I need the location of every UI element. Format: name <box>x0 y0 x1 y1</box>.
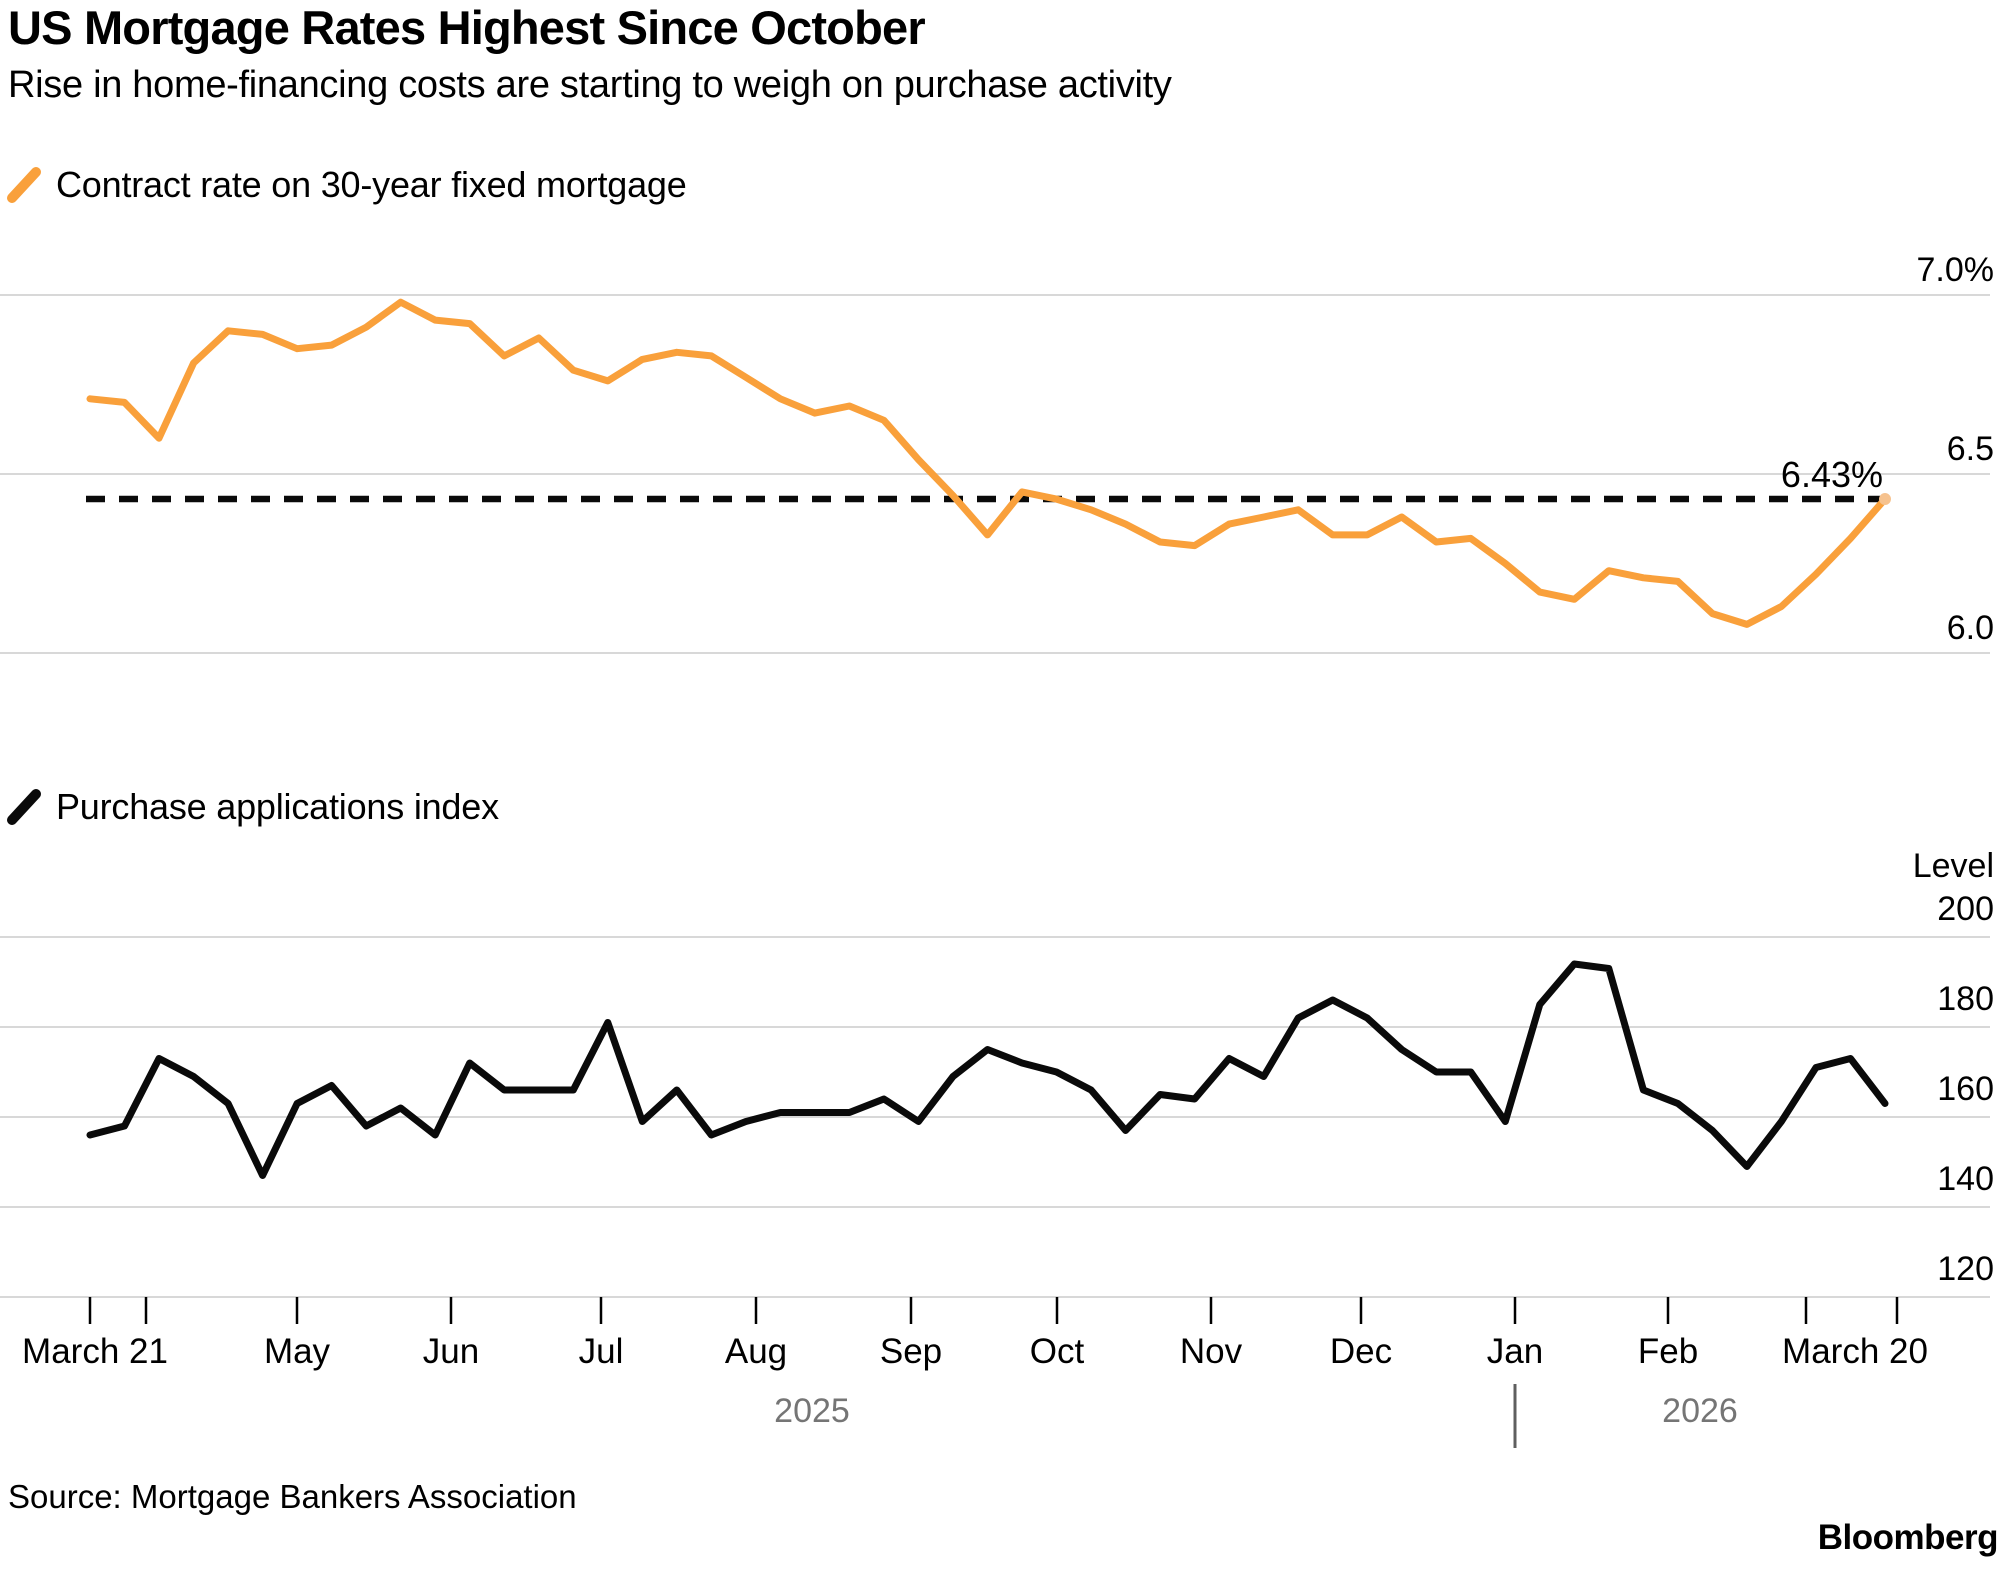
svg-text:180: 180 <box>1937 980 1994 1018</box>
svg-text:March 20: March 20 <box>1782 1332 1928 1371</box>
legend-purchase-index: Purchase applications index <box>6 786 499 828</box>
svg-text:Dec: Dec <box>1330 1332 1392 1371</box>
svg-text:Level: Level <box>1913 847 1994 885</box>
bloomberg-logo: Bloomberg <box>1817 1518 1999 1557</box>
page-subtitle: Rise in home-financing costs are startin… <box>8 64 1172 106</box>
legend-contract-rate-label: Contract rate on 30-year fixed mortgage <box>56 164 687 205</box>
svg-text:Oct: Oct <box>1030 1332 1085 1371</box>
svg-text:160: 160 <box>1937 1070 1994 1108</box>
svg-text:Aug: Aug <box>725 1332 787 1371</box>
svg-text:Nov: Nov <box>1180 1332 1243 1371</box>
svg-text:7.0%: 7.0% <box>1917 251 1995 289</box>
legend-contract-rate: Contract rate on 30-year fixed mortgage <box>6 164 687 206</box>
svg-text:2026: 2026 <box>1662 1392 1738 1430</box>
source-credit: Source: Mortgage Bankers Association <box>8 1478 577 1515</box>
svg-text:6.5: 6.5 <box>1947 430 1994 468</box>
svg-text:6.0: 6.0 <box>1947 609 1994 647</box>
svg-text:2025: 2025 <box>774 1392 850 1430</box>
contract-rate-chart: 6.43% 7.0% 6.5 6.0 <box>0 251 1995 654</box>
svg-text:March 21: March 21 <box>22 1332 168 1371</box>
black-slash-icon <box>7 789 41 825</box>
svg-text:Jun: Jun <box>423 1332 479 1371</box>
svg-text:May: May <box>264 1332 331 1371</box>
svg-text:200: 200 <box>1937 890 1994 928</box>
legend-purchase-index-label: Purchase applications index <box>56 786 499 827</box>
orange-slash-icon <box>7 167 41 203</box>
purchase-applications-chart: 200 180 160 140 120 Level <box>0 847 1994 1298</box>
svg-text:140: 140 <box>1937 1160 1994 1198</box>
svg-text:Sep: Sep <box>880 1332 942 1371</box>
svg-text:Jan: Jan <box>1487 1332 1543 1371</box>
x-axis: March 21 May Jun Jul Aug Sep Oct Nov Dec Jan Feb Ma… <box>22 1297 1928 1448</box>
page-title: US Mortgage Rates Highest Since October <box>8 1 926 54</box>
svg-text:6.43%: 6.43% <box>1781 454 1883 495</box>
svg-text:Jul: Jul <box>579 1332 624 1371</box>
svg-text:Feb: Feb <box>1638 1332 1698 1371</box>
svg-text:120: 120 <box>1937 1250 1994 1288</box>
